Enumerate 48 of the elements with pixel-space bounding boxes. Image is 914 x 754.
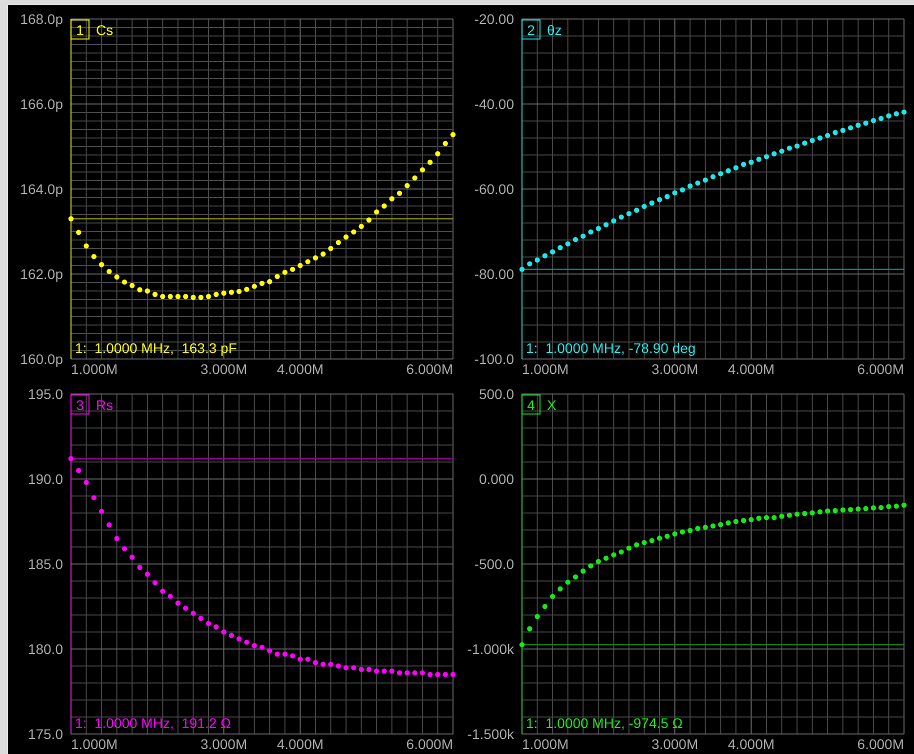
- chart-title: Rs: [96, 397, 114, 413]
- x-tick-label: 4.000M: [276, 736, 324, 752]
- y-tick-label: 500.0: [478, 386, 514, 402]
- x-tick-label: 1.000M: [522, 736, 569, 752]
- x-tick-label: 3.000M: [651, 361, 698, 377]
- x-tick-label: 1.000M: [71, 736, 118, 752]
- annotation: 1: 1.0000 MHz, -974.5 Ω: [526, 715, 683, 731]
- x-tick-label: 3.000M: [200, 736, 248, 752]
- x-tick-label: 3.000M: [651, 736, 698, 752]
- annotation: 1: 1.0000 MHz, -78.90 deg: [526, 340, 696, 356]
- annotation: 2: [527, 22, 536, 38]
- y-tick-label: 162.0p: [20, 266, 64, 282]
- y-tick-label: 180.0: [28, 640, 64, 657]
- y-tick-label: -1.500k: [467, 726, 515, 742]
- y-tick-label: -40.00: [474, 96, 514, 112]
- chart-title: θz: [547, 22, 562, 38]
- x-tick-label: 6.000M: [857, 736, 904, 752]
- annotation: 1: [76, 22, 84, 38]
- y-tick-label: -500.0: [474, 556, 514, 572]
- chart-title: Cs: [96, 22, 114, 38]
- y-tick-label: -80.00: [474, 266, 514, 282]
- y-tick-label: 168.0p: [20, 10, 64, 27]
- y-tick-label: 164.0p: [20, 180, 64, 197]
- chart-title: X: [547, 397, 557, 413]
- x-tick-label: 6.000M: [406, 736, 453, 752]
- y-tick-label: 160.0p: [20, 350, 64, 367]
- y-tick-label: -100.0: [474, 350, 514, 367]
- annotation: 4: [527, 397, 536, 413]
- y-tick-label: -20.00: [474, 10, 514, 27]
- y-tick-label: 166.0p: [20, 96, 64, 112]
- x-tick-label: 3.000M: [200, 361, 248, 377]
- y-tick-label: -60.00: [474, 180, 514, 197]
- x-tick-label: 4.000M: [276, 361, 324, 377]
- y-tick-label: 185.0: [28, 556, 64, 572]
- x-tick-label: 4.000M: [728, 361, 775, 377]
- x-tick-label: 1.000M: [71, 361, 118, 377]
- annotation: 1: 1.0000 MHz, 191.2 Ω: [75, 715, 231, 731]
- y-tick-label: -1.000k: [467, 640, 515, 657]
- y-tick-label: 195.0: [28, 386, 64, 402]
- annotation: 1: 1.0000 MHz, 163.3 pF: [75, 340, 237, 356]
- annotation: 3: [76, 397, 84, 413]
- x-tick-label: 6.000M: [406, 361, 453, 377]
- y-tick-label: 175.0: [28, 726, 64, 742]
- x-tick-label: 1.000M: [522, 361, 569, 377]
- x-tick-label: 4.000M: [728, 736, 775, 752]
- y-tick-label: 190.0: [28, 470, 64, 487]
- x-tick-label: 6.000M: [857, 361, 904, 377]
- y-tick-label: 0.000: [478, 470, 514, 487]
